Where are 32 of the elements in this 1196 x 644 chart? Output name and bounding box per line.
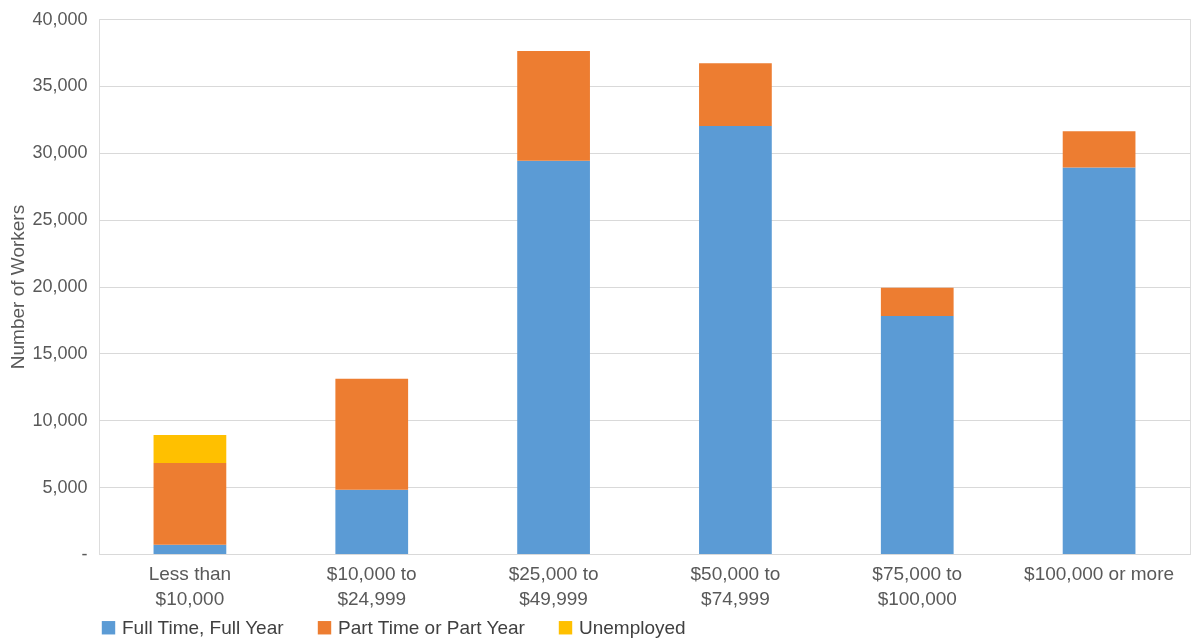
x-tick-label: $10,000 to $24,999 [326, 562, 417, 609]
bar [880, 287, 954, 316]
x-tick-label: $100,000 or more [1024, 562, 1175, 584]
y-tick-label: 5,000 [42, 476, 88, 497]
bar [880, 315, 954, 554]
bar [153, 544, 227, 554]
y-tick-label: 20,000 [32, 276, 88, 296]
legend-label: Part Time or Part Year [338, 616, 526, 638]
bar [699, 63, 772, 126]
bar [335, 378, 409, 490]
y-tick-label: - [81, 543, 88, 564]
legend-label: Unemployed [579, 616, 686, 638]
bar [1062, 167, 1136, 554]
bar [153, 434, 227, 464]
x-tick-label: $75,000 to $100,000 [872, 562, 963, 609]
bar [699, 126, 772, 554]
y-tick-label: 15,000 [32, 342, 88, 363]
bar [517, 51, 590, 161]
x-tick-label: Less than $10,000 [148, 562, 232, 609]
y-tick-label: 35,000 [32, 75, 88, 96]
y-tick-label: 40,000 [32, 8, 88, 29]
bar [517, 160, 590, 554]
x-tick-label: $50,000 to $74,999 [690, 562, 781, 609]
x-tick-label: $25,000 to $49,999 [508, 562, 599, 609]
bar [1062, 131, 1136, 168]
y-tick-label: 25,000 [32, 209, 88, 230]
bar [335, 489, 409, 554]
legend-label: Full Time, Full Year [122, 616, 285, 638]
y-tick-label: 30,000 [32, 142, 88, 163]
y-axis-title: Number of Workers [7, 204, 29, 370]
bar [153, 463, 227, 545]
y-tick-label: 10,000 [32, 409, 88, 430]
